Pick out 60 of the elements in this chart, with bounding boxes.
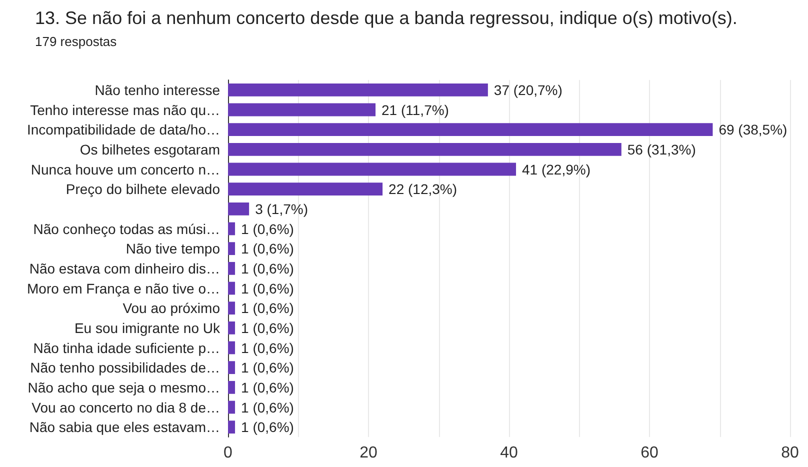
data-label: 1 (0,6%) [241, 280, 294, 296]
data-label: 21 (11,7%) [382, 102, 449, 118]
x-tick-label: 20 [360, 444, 378, 462]
x-tick-label: 0 [224, 444, 233, 462]
data-label: 1 (0,6%) [241, 240, 294, 257]
y-tick-label: Preço do bilhete elevado [66, 181, 220, 198]
bar [228, 182, 383, 196]
bar [228, 242, 236, 256]
bar [228, 400, 236, 414]
y-tick-label: Não sabia que eles estavam… [29, 419, 220, 436]
data-label: 56 (31,3%) [627, 141, 696, 158]
y-tick-label: Moro em França e não tive o… [27, 280, 220, 296]
data-label: 41 (22,9%) [522, 161, 591, 178]
bar [228, 83, 488, 96]
data-label: 69 (38,5%) [718, 122, 788, 138]
chart-title: 13. Se não foi a nenhum concerto desde que a banda regressou, indique o(s) motivo(s). [35, 8, 738, 28]
bar [228, 420, 236, 434]
y-tick-label: Eu sou imigrante no Uk [74, 320, 221, 336]
bar [228, 282, 236, 295]
y-tick-label: Incompatibilidade de data/ho… [26, 122, 220, 138]
data-label: 1 (0,6%) [241, 300, 294, 316]
data-label: 1 (0,6%) [241, 320, 294, 336]
data-label: 1 (0,6%) [241, 220, 294, 237]
bar [228, 123, 713, 136]
data-label: 1 (0,6%) [241, 360, 294, 376]
bar [228, 202, 250, 216]
bar [228, 222, 236, 236]
data-label: 1 (0,6%) [241, 419, 294, 436]
data-label: 1 (0,6%) [241, 379, 294, 396]
bar [228, 321, 236, 334]
y-tick-label: Vou ao concerto no dia 8 de… [32, 399, 220, 416]
data-label: 22 (12,3%) [388, 181, 458, 198]
data-label: 1 (0,6%) [241, 340, 294, 356]
bar [228, 162, 516, 176]
y-tick-label: Não conheço todas as músi… [33, 220, 220, 237]
y-tick-label: Os bilhetes esgotaram [80, 141, 220, 158]
y-tick-label: Não tenho possibilidades de… [30, 360, 220, 376]
bar [228, 142, 622, 156]
y-tick-label: Não tenho interesse [94, 82, 220, 98]
data-label: 1 (0,6%) [241, 399, 294, 416]
bar [228, 380, 236, 394]
bar [228, 262, 236, 275]
bar [228, 341, 236, 354]
y-tick-label: Vou ao próximo [122, 300, 220, 316]
data-label: 1 (0,6%) [241, 260, 294, 276]
y-tick-label: Não acho que seja o mesmo… [28, 379, 220, 396]
x-tick-label: 40 [500, 444, 518, 462]
y-tick-label: Tenho interesse mas não qu… [30, 102, 220, 118]
y-tick-label: Não tinha idade suficiente p… [33, 340, 220, 356]
bar [228, 103, 376, 116]
x-tick-label: 60 [640, 444, 658, 462]
y-tick-label: Não tive tempo [126, 240, 220, 257]
y-tick-label: Não estava com dinheiro dis… [29, 260, 220, 276]
bar [228, 302, 236, 315]
bar [228, 361, 236, 374]
x-tick-label: 80 [781, 444, 799, 462]
data-label: 37 (20,7%) [494, 82, 562, 98]
y-tick-label: Nunca houve um concerto n… [30, 161, 220, 178]
text: 179 respostas [35, 34, 118, 49]
data-label: 3 (1,7%) [255, 200, 308, 217]
